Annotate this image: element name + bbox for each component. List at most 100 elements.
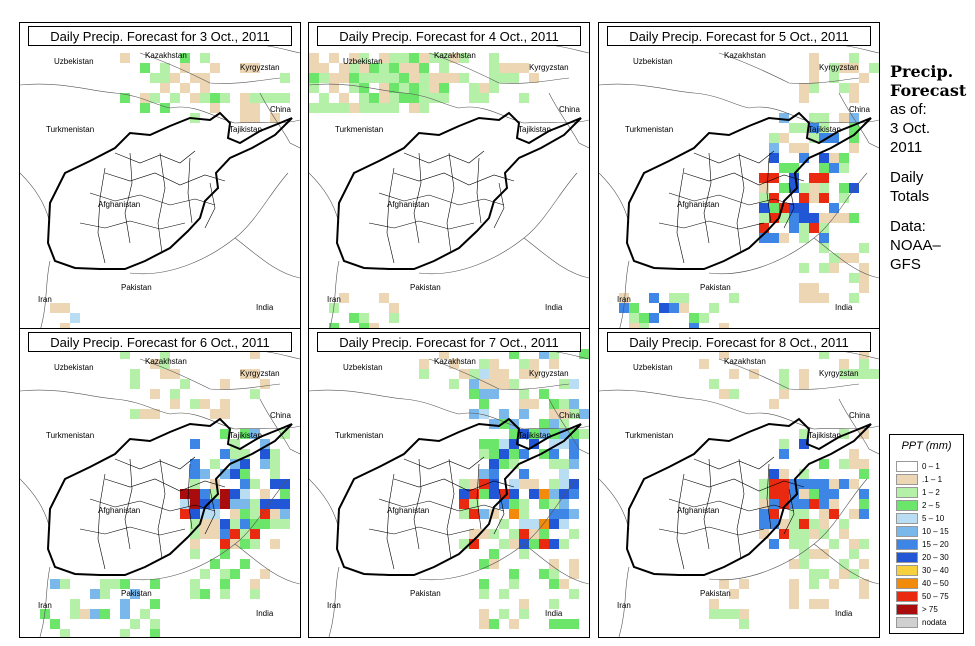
precip-cell <box>499 499 509 509</box>
legend-item: 30 – 40 <box>896 565 949 576</box>
precip-cell <box>519 509 529 519</box>
precip-cell <box>759 193 769 203</box>
precip-cell <box>349 73 359 83</box>
precip-cell <box>90 609 100 619</box>
precip-cell <box>549 599 559 609</box>
precip-cell <box>250 103 260 113</box>
precip-cell <box>809 113 819 123</box>
precip-cell <box>799 123 809 133</box>
label-tajikistan: Tajikistan <box>229 431 262 440</box>
precip-cell <box>509 529 519 539</box>
precip-cell <box>369 323 379 331</box>
precip-cell <box>200 93 210 103</box>
precip-cell <box>439 73 449 83</box>
precip-cell <box>819 459 829 469</box>
legend-label: 40 – 50 <box>922 579 949 588</box>
precip-cell <box>359 63 369 73</box>
precip-cell <box>190 439 200 449</box>
precip-cell <box>220 569 230 579</box>
precip-cell <box>309 63 319 73</box>
side-date-line1: 3 Oct. <box>890 120 931 137</box>
legend-item: 20 – 30 <box>896 552 949 563</box>
precip-cell <box>809 173 819 183</box>
legend-label: nodata <box>922 618 947 627</box>
precip-cell <box>729 589 739 599</box>
legend-swatch <box>896 552 918 563</box>
forecast-panel-1: Daily Precip. Forecast for 3 Oct., 2011 … <box>19 22 301 332</box>
precip-cell <box>859 283 869 293</box>
label-iran: Iran <box>617 601 631 610</box>
precip-cell <box>829 213 839 223</box>
precip-cell <box>539 419 549 429</box>
label-afghanistan: Afghanistan <box>677 200 720 209</box>
precip-cell <box>389 103 399 113</box>
precip-cell <box>849 183 859 193</box>
precip-cell <box>539 449 549 459</box>
label-turkmenistan: Turkmenistan <box>335 125 384 134</box>
precip-cell <box>519 389 529 399</box>
precip-cell <box>439 63 449 73</box>
precip-cell <box>799 293 809 303</box>
precip-cell <box>240 459 250 469</box>
precip-cell <box>250 429 260 439</box>
precip-cell <box>190 499 200 509</box>
precip-cell <box>719 579 729 589</box>
precip-cell <box>859 489 869 499</box>
precip-cell <box>479 489 489 499</box>
legend-swatch <box>896 500 918 511</box>
precip-cell <box>140 93 150 103</box>
precip-cell <box>120 629 130 637</box>
forecast-panel-3: Daily Precip. Forecast for 5 Oct., 2011 … <box>598 22 880 332</box>
precip-cell <box>200 589 210 599</box>
precip-cell <box>140 609 150 619</box>
precip-cell <box>359 323 369 331</box>
precip-cell <box>479 469 489 479</box>
precip-cell <box>459 539 469 549</box>
precip-cell <box>549 539 559 549</box>
precip-cell <box>250 93 260 103</box>
precip-cell <box>769 469 779 479</box>
precip-cell <box>240 369 250 379</box>
precip-cell <box>639 323 649 331</box>
precip-cell <box>789 519 799 529</box>
precip-cell <box>849 459 859 469</box>
label-turkmenistan: Turkmenistan <box>625 125 674 134</box>
precip-cell <box>839 193 849 203</box>
precip-cell <box>779 213 789 223</box>
afghanistan-border <box>625 111 872 270</box>
precip-cell <box>569 489 579 499</box>
label-afghanistan: Afghanistan <box>387 200 430 209</box>
precip-cell <box>469 409 479 419</box>
precip-cell <box>419 93 429 103</box>
precip-cell <box>569 619 579 629</box>
precip-cell <box>479 479 489 489</box>
precip-cell <box>809 489 819 499</box>
precip-cell <box>449 359 459 369</box>
precip-cell <box>859 369 869 379</box>
legend-item: 10 – 15 <box>896 526 949 537</box>
precip-cell <box>839 479 849 489</box>
precip-cell <box>60 303 70 313</box>
precip-cell <box>280 429 290 439</box>
precip-cell <box>190 93 200 103</box>
precip-cell <box>479 399 489 409</box>
precip-cell <box>499 449 509 459</box>
precip-cell <box>519 93 529 103</box>
precip-cell <box>240 529 250 539</box>
precip-cell <box>649 293 659 303</box>
precip-cell <box>150 599 160 609</box>
label-afghanistan: Afghanistan <box>387 506 430 515</box>
precip-cell <box>819 233 829 243</box>
legend-swatch <box>896 539 918 550</box>
precip-cell <box>479 93 489 103</box>
precip-cell <box>779 113 789 123</box>
precip-cell <box>809 83 819 93</box>
precip-cell <box>160 359 170 369</box>
precip-cell <box>549 439 559 449</box>
precip-cell <box>839 519 849 529</box>
label-iran: Iran <box>38 601 52 610</box>
precip-cell <box>210 499 220 509</box>
precip-cell <box>479 83 489 93</box>
precip-cell <box>849 273 859 283</box>
precip-cell <box>509 449 519 459</box>
